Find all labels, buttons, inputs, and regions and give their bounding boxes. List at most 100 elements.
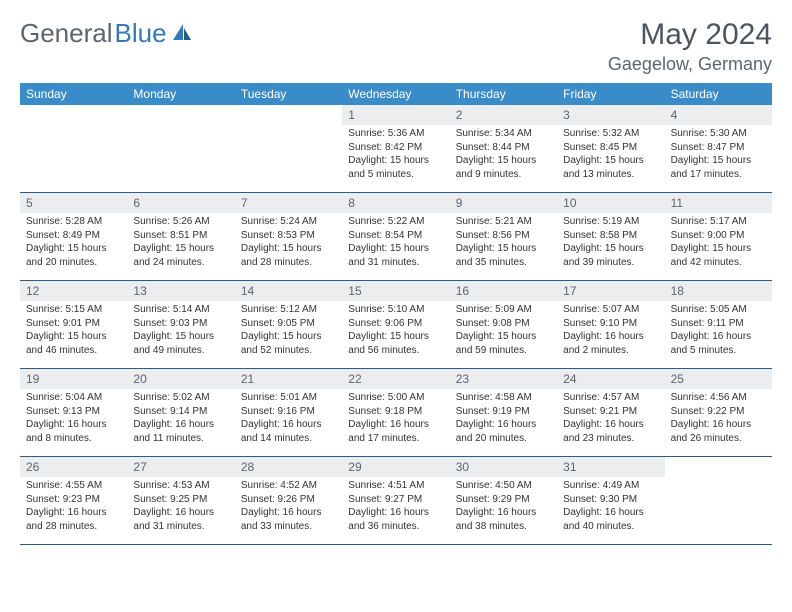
calendar-cell: 20Sunrise: 5:02 AMSunset: 9:14 PMDayligh… (127, 369, 234, 457)
day-number: 7 (235, 193, 342, 213)
calendar-cell: 21Sunrise: 5:01 AMSunset: 9:16 PMDayligh… (235, 369, 342, 457)
cell-body: Sunrise: 5:15 AMSunset: 9:01 PMDaylight:… (20, 301, 127, 361)
calendar-cell: 11Sunrise: 5:17 AMSunset: 9:00 PMDayligh… (665, 193, 772, 281)
day-number: 19 (20, 369, 127, 389)
daylight-text: Daylight: 16 hours and 26 minutes. (671, 418, 766, 445)
calendar-cell: 1Sunrise: 5:36 AMSunset: 8:42 PMDaylight… (342, 105, 449, 193)
sunset-text: Sunset: 9:18 PM (348, 405, 443, 419)
day-number: 14 (235, 281, 342, 301)
daylight-text: Daylight: 15 hours and 13 minutes. (563, 154, 658, 181)
daylight-text: Daylight: 15 hours and 35 minutes. (456, 242, 551, 269)
sunrise-text: Sunrise: 5:02 AM (133, 391, 228, 405)
week-row: 5Sunrise: 5:28 AMSunset: 8:49 PMDaylight… (20, 193, 772, 281)
calendar-cell: 10Sunrise: 5:19 AMSunset: 8:58 PMDayligh… (557, 193, 664, 281)
calendar-cell: 27Sunrise: 4:53 AMSunset: 9:25 PMDayligh… (127, 457, 234, 545)
sunset-text: Sunset: 9:08 PM (456, 317, 551, 331)
day-number: 18 (665, 281, 772, 301)
daylight-text: Daylight: 16 hours and 14 minutes. (241, 418, 336, 445)
sunset-text: Sunset: 8:45 PM (563, 141, 658, 155)
daylight-text: Daylight: 16 hours and 40 minutes. (563, 506, 658, 533)
daylight-text: Daylight: 16 hours and 8 minutes. (26, 418, 121, 445)
cell-body: Sunrise: 4:58 AMSunset: 9:19 PMDaylight:… (450, 389, 557, 449)
logo-text-general: General (20, 18, 113, 49)
calendar-cell: 23Sunrise: 4:58 AMSunset: 9:19 PMDayligh… (450, 369, 557, 457)
calendar-page: GeneralBlue May 2024 Gaegelow, Germany S… (0, 0, 792, 555)
daylight-text: Daylight: 15 hours and 24 minutes. (133, 242, 228, 269)
daylight-text: Daylight: 16 hours and 5 minutes. (671, 330, 766, 357)
calendar-cell: 9Sunrise: 5:21 AMSunset: 8:56 PMDaylight… (450, 193, 557, 281)
calendar-cell: 26Sunrise: 4:55 AMSunset: 9:23 PMDayligh… (20, 457, 127, 545)
daylight-text: Daylight: 16 hours and 20 minutes. (456, 418, 551, 445)
daylight-text: Daylight: 15 hours and 20 minutes. (26, 242, 121, 269)
daylight-text: Daylight: 15 hours and 59 minutes. (456, 330, 551, 357)
calendar-cell: 15Sunrise: 5:10 AMSunset: 9:06 PMDayligh… (342, 281, 449, 369)
header-row: GeneralBlue May 2024 Gaegelow, Germany (20, 18, 772, 75)
day-number: 27 (127, 457, 234, 477)
sunrise-text: Sunrise: 5:00 AM (348, 391, 443, 405)
cell-body: Sunrise: 5:24 AMSunset: 8:53 PMDaylight:… (235, 213, 342, 273)
daylight-text: Daylight: 16 hours and 31 minutes. (133, 506, 228, 533)
cell-body: Sunrise: 5:01 AMSunset: 9:16 PMDaylight:… (235, 389, 342, 449)
calendar-cell: 5Sunrise: 5:28 AMSunset: 8:49 PMDaylight… (20, 193, 127, 281)
sunset-text: Sunset: 9:19 PM (456, 405, 551, 419)
month-title: May 2024 (608, 18, 772, 52)
calendar-cell (665, 457, 772, 545)
calendar-cell (235, 105, 342, 193)
day-number: 23 (450, 369, 557, 389)
cell-body: Sunrise: 4:51 AMSunset: 9:27 PMDaylight:… (342, 477, 449, 537)
cell-body: Sunrise: 5:12 AMSunset: 9:05 PMDaylight:… (235, 301, 342, 361)
cell-body: Sunrise: 5:17 AMSunset: 9:00 PMDaylight:… (665, 213, 772, 273)
day-header: Wednesday (342, 83, 449, 105)
sunrise-text: Sunrise: 4:50 AM (456, 479, 551, 493)
calendar-cell: 28Sunrise: 4:52 AMSunset: 9:26 PMDayligh… (235, 457, 342, 545)
day-number: 12 (20, 281, 127, 301)
cell-body: Sunrise: 5:36 AMSunset: 8:42 PMDaylight:… (342, 125, 449, 185)
sunset-text: Sunset: 9:03 PM (133, 317, 228, 331)
sunset-text: Sunset: 9:25 PM (133, 493, 228, 507)
cell-body: Sunrise: 5:00 AMSunset: 9:18 PMDaylight:… (342, 389, 449, 449)
day-number: 30 (450, 457, 557, 477)
calendar-cell: 30Sunrise: 4:50 AMSunset: 9:29 PMDayligh… (450, 457, 557, 545)
week-row: 19Sunrise: 5:04 AMSunset: 9:13 PMDayligh… (20, 369, 772, 457)
cell-body: Sunrise: 5:30 AMSunset: 8:47 PMDaylight:… (665, 125, 772, 185)
day-number: 29 (342, 457, 449, 477)
sunset-text: Sunset: 9:27 PM (348, 493, 443, 507)
cell-body: Sunrise: 5:14 AMSunset: 9:03 PMDaylight:… (127, 301, 234, 361)
sunrise-text: Sunrise: 4:51 AM (348, 479, 443, 493)
day-number: 15 (342, 281, 449, 301)
calendar-cell: 31Sunrise: 4:49 AMSunset: 9:30 PMDayligh… (557, 457, 664, 545)
day-header-row: SundayMondayTuesdayWednesdayThursdayFrid… (20, 83, 772, 105)
daylight-text: Daylight: 15 hours and 17 minutes. (671, 154, 766, 181)
cell-body: Sunrise: 4:49 AMSunset: 9:30 PMDaylight:… (557, 477, 664, 537)
week-row: 26Sunrise: 4:55 AMSunset: 9:23 PMDayligh… (20, 457, 772, 545)
daylight-text: Daylight: 16 hours and 33 minutes. (241, 506, 336, 533)
day-number: 31 (557, 457, 664, 477)
sunset-text: Sunset: 9:23 PM (26, 493, 121, 507)
cell-body: Sunrise: 5:05 AMSunset: 9:11 PMDaylight:… (665, 301, 772, 361)
week-row: 12Sunrise: 5:15 AMSunset: 9:01 PMDayligh… (20, 281, 772, 369)
sunrise-text: Sunrise: 5:07 AM (563, 303, 658, 317)
sunset-text: Sunset: 8:47 PM (671, 141, 766, 155)
calendar-cell (20, 105, 127, 193)
calendar-cell: 8Sunrise: 5:22 AMSunset: 8:54 PMDaylight… (342, 193, 449, 281)
calendar-cell: 4Sunrise: 5:30 AMSunset: 8:47 PMDaylight… (665, 105, 772, 193)
day-number: 21 (235, 369, 342, 389)
daylight-text: Daylight: 16 hours and 11 minutes. (133, 418, 228, 445)
sunset-text: Sunset: 8:56 PM (456, 229, 551, 243)
logo-text-blue: Blue (115, 18, 167, 49)
sunrise-text: Sunrise: 4:56 AM (671, 391, 766, 405)
day-number: 4 (665, 105, 772, 125)
sunset-text: Sunset: 9:06 PM (348, 317, 443, 331)
day-number: 1 (342, 105, 449, 125)
day-number: 17 (557, 281, 664, 301)
cell-body: Sunrise: 5:07 AMSunset: 9:10 PMDaylight:… (557, 301, 664, 361)
sunrise-text: Sunrise: 5:26 AM (133, 215, 228, 229)
daylight-text: Daylight: 16 hours and 17 minutes. (348, 418, 443, 445)
sunrise-text: Sunrise: 4:55 AM (26, 479, 121, 493)
daylight-text: Daylight: 15 hours and 46 minutes. (26, 330, 121, 357)
sunrise-text: Sunrise: 5:17 AM (671, 215, 766, 229)
sunrise-text: Sunrise: 5:34 AM (456, 127, 551, 141)
cell-body: Sunrise: 5:28 AMSunset: 8:49 PMDaylight:… (20, 213, 127, 273)
day-header: Thursday (450, 83, 557, 105)
sunrise-text: Sunrise: 5:14 AM (133, 303, 228, 317)
